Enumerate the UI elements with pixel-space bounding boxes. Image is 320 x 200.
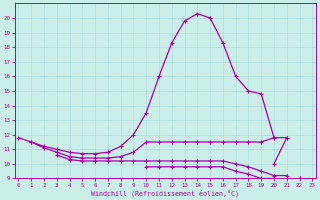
X-axis label: Windchill (Refroidissement éolien,°C): Windchill (Refroidissement éolien,°C) xyxy=(92,189,239,197)
